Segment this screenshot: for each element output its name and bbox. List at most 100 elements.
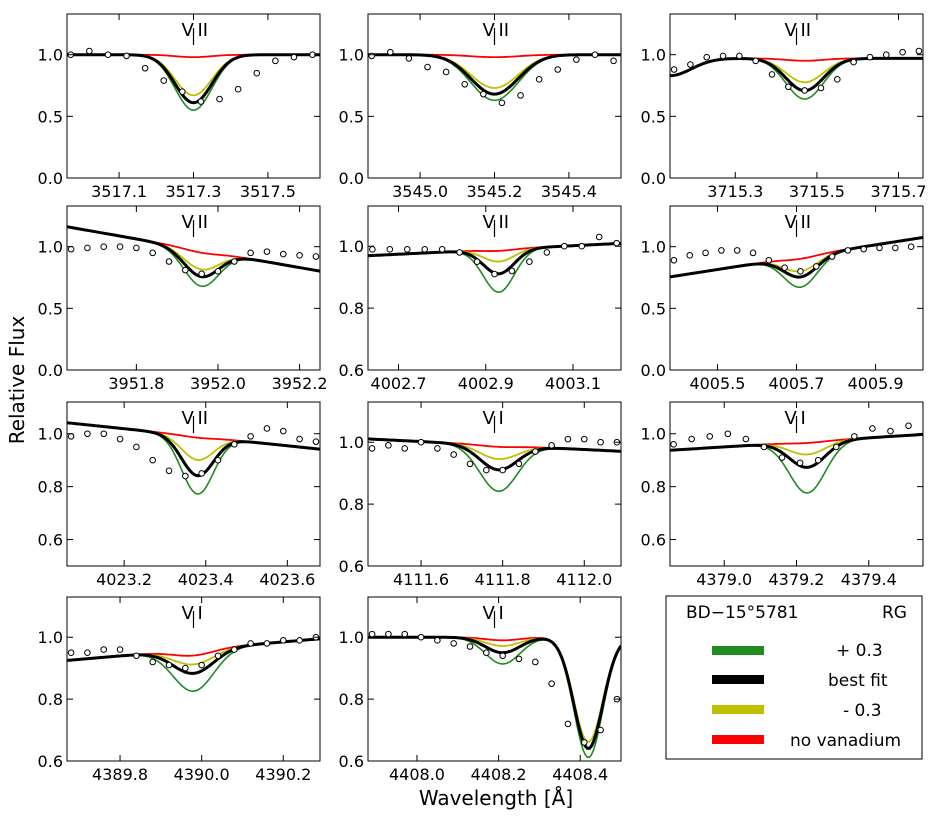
observed-point	[760, 443, 768, 451]
observed-point	[560, 242, 568, 250]
observed-point	[67, 245, 75, 253]
y-tick-label: 1.0	[339, 46, 364, 65]
legend-swatch-none	[712, 735, 764, 744]
observed-point	[613, 239, 620, 247]
observed-point	[149, 658, 156, 666]
observed-point	[532, 448, 539, 455]
observed-point	[564, 720, 572, 728]
panel-10-curves	[67, 637, 320, 692]
observed-point	[703, 53, 711, 61]
x-tick-label: 4379.2	[769, 570, 825, 589]
observed-point	[216, 95, 223, 103]
panel-title-stage: I	[198, 603, 203, 624]
observed-point	[401, 445, 409, 452]
x-tick-label: 4408.0	[389, 765, 445, 784]
panel-title-ion: V	[785, 212, 798, 233]
observed-point	[234, 85, 242, 93]
observed-point	[580, 739, 588, 746]
panel-title-stage: II	[499, 20, 510, 41]
legend-box: BD−15°5781 RG + 0.3 best fit - 0.3 no va…	[665, 595, 923, 760]
panel-frame	[66, 401, 321, 567]
y-tick-label: 1.0	[38, 425, 63, 444]
observed-point	[724, 430, 732, 438]
observed-point	[279, 250, 287, 258]
panel-11-curves	[368, 635, 621, 759]
panel-3-observed-points	[670, 47, 923, 94]
panel-10: 4389.8 4390.0 4390.2 0.6 0.8 1.0 V I	[38, 596, 321, 784]
legend-swatch-best	[712, 675, 764, 684]
panel-title-stage: II	[198, 212, 209, 233]
curve-minus-0-3	[67, 53, 320, 97]
panel-11-observed-points	[368, 630, 621, 746]
observed-point	[67, 649, 75, 656]
panel-title: V II	[182, 20, 208, 45]
panel-title-ion: V	[182, 408, 195, 429]
panel-title-ion: V	[182, 20, 195, 41]
observed-point	[573, 56, 580, 63]
y-tick-label: 0.5	[641, 107, 666, 126]
observed-point	[198, 661, 205, 669]
observed-point	[801, 87, 808, 94]
observed-point	[817, 84, 825, 92]
observed-point	[844, 247, 852, 254]
observed-point	[834, 76, 841, 83]
observed-point	[100, 243, 108, 250]
y-tick-label: 0.5	[38, 107, 63, 126]
observed-point	[67, 433, 75, 440]
observed-point	[417, 438, 425, 446]
observed-point	[100, 430, 108, 438]
observed-point	[231, 258, 238, 265]
observed-point	[456, 249, 463, 256]
observed-point	[508, 267, 516, 275]
panel-1: 3517.1 3517.3 3517.5 0.0 0.5 1.0 V II	[38, 13, 321, 201]
y-axis-title: Relative Flux	[5, 316, 29, 445]
observed-point	[899, 48, 906, 56]
observed-point	[165, 467, 173, 475]
x-tick-label: 3951.8	[108, 374, 164, 393]
legend-swatch-minus	[712, 705, 764, 714]
curve-best-fit	[670, 56, 923, 93]
panel-3: 3715.3 3715.5 3715.7 0.0 0.5 1.0 V II	[641, 13, 927, 201]
x-tick-label: 4390.0	[174, 765, 230, 784]
observed-point	[828, 253, 836, 260]
observed-point	[517, 92, 524, 99]
x-tick-label: 3545.0	[392, 182, 448, 201]
observed-point	[116, 646, 124, 653]
panel-11: 4408.0 4408.2 4408.4 0.6 0.8 1.0 V I	[339, 596, 622, 784]
y-tick-label: 0.8	[641, 478, 666, 497]
x-tick-label: 3715.7	[871, 182, 927, 201]
panel-title-ion: V	[483, 20, 496, 41]
observed-point	[850, 58, 857, 66]
observed-point	[499, 652, 506, 660]
observed-point	[296, 252, 303, 259]
observed-point	[499, 466, 506, 474]
x-tick-label: 3715.5	[789, 182, 845, 201]
observed-point	[887, 427, 894, 435]
x-tick-label: 3517.3	[166, 182, 222, 201]
observed-point	[421, 246, 429, 253]
x-tick-label: 4005.7	[769, 374, 825, 393]
y-tick-label: 1.0	[38, 238, 63, 257]
panel-6: 4005.5 4005.7 4005.9 0.0 0.5 1.0 V II	[641, 205, 924, 393]
observed-point	[312, 438, 320, 445]
observed-point	[133, 443, 140, 451]
observed-point	[198, 470, 205, 477]
observed-point	[424, 63, 431, 71]
observed-point	[797, 268, 804, 275]
observed-point	[736, 52, 743, 60]
curve-best-fit	[368, 437, 621, 472]
panel-5-observed-points	[369, 233, 620, 278]
panel-title: V II	[182, 212, 209, 237]
y-tick-label: 0.0	[38, 169, 63, 188]
observed-point	[386, 246, 394, 253]
observed-point	[417, 633, 425, 641]
observed-point	[438, 246, 446, 253]
observed-point	[597, 438, 604, 446]
observed-point	[296, 435, 303, 443]
observed-point	[231, 646, 238, 653]
y-tick-label: 0.5	[38, 299, 63, 318]
panel-3-curves	[670, 56, 923, 100]
observed-point	[214, 456, 222, 464]
x-tick-label: 3715.3	[707, 182, 763, 201]
